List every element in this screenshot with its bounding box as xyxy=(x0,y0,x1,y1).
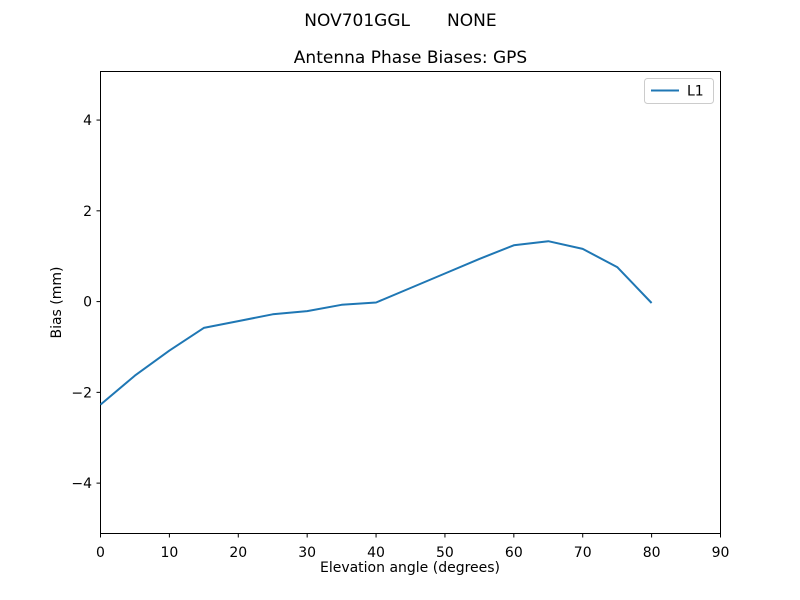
figure-suptitle-right: NONE xyxy=(447,11,497,31)
x-tick-label: 20 xyxy=(229,545,247,561)
legend-label-l1: L1 xyxy=(687,84,704,100)
plot-area-spines xyxy=(100,71,721,534)
y-tick-label: 2 xyxy=(83,204,92,220)
x-tick-label: 80 xyxy=(643,545,661,561)
x-tick-label: 50 xyxy=(436,545,454,561)
x-tick-label: 70 xyxy=(574,545,592,561)
x-tick-label: 0 xyxy=(96,545,105,561)
x-tick-label: 10 xyxy=(160,545,178,561)
y-tick-label: −2 xyxy=(71,385,92,401)
y-tick-label: 0 xyxy=(83,295,92,311)
chart-title: Antenna Phase Biases: GPS xyxy=(294,48,527,68)
x-tick-label: 40 xyxy=(367,545,385,561)
x-axis-label: Elevation angle (degrees) xyxy=(320,560,500,576)
y-axis-label: Bias (mm) xyxy=(49,266,65,338)
x-tick-label: 90 xyxy=(712,545,730,561)
x-tick-label: 30 xyxy=(298,545,316,561)
line-series-l1 xyxy=(99,240,653,406)
tick-marks-group xyxy=(96,119,721,538)
y-tick-label: −4 xyxy=(71,476,92,492)
tick-labels-group: 0 10 20 30 40 50 60 70 80 90 −4 −2 0 2 4 xyxy=(71,113,729,561)
data-series-group xyxy=(99,240,653,406)
figure-suptitle-left: NOV701GGL xyxy=(304,11,410,31)
legend: L1 xyxy=(644,78,714,104)
x-tick-label: 60 xyxy=(505,545,523,561)
y-tick-label: 4 xyxy=(83,113,92,129)
